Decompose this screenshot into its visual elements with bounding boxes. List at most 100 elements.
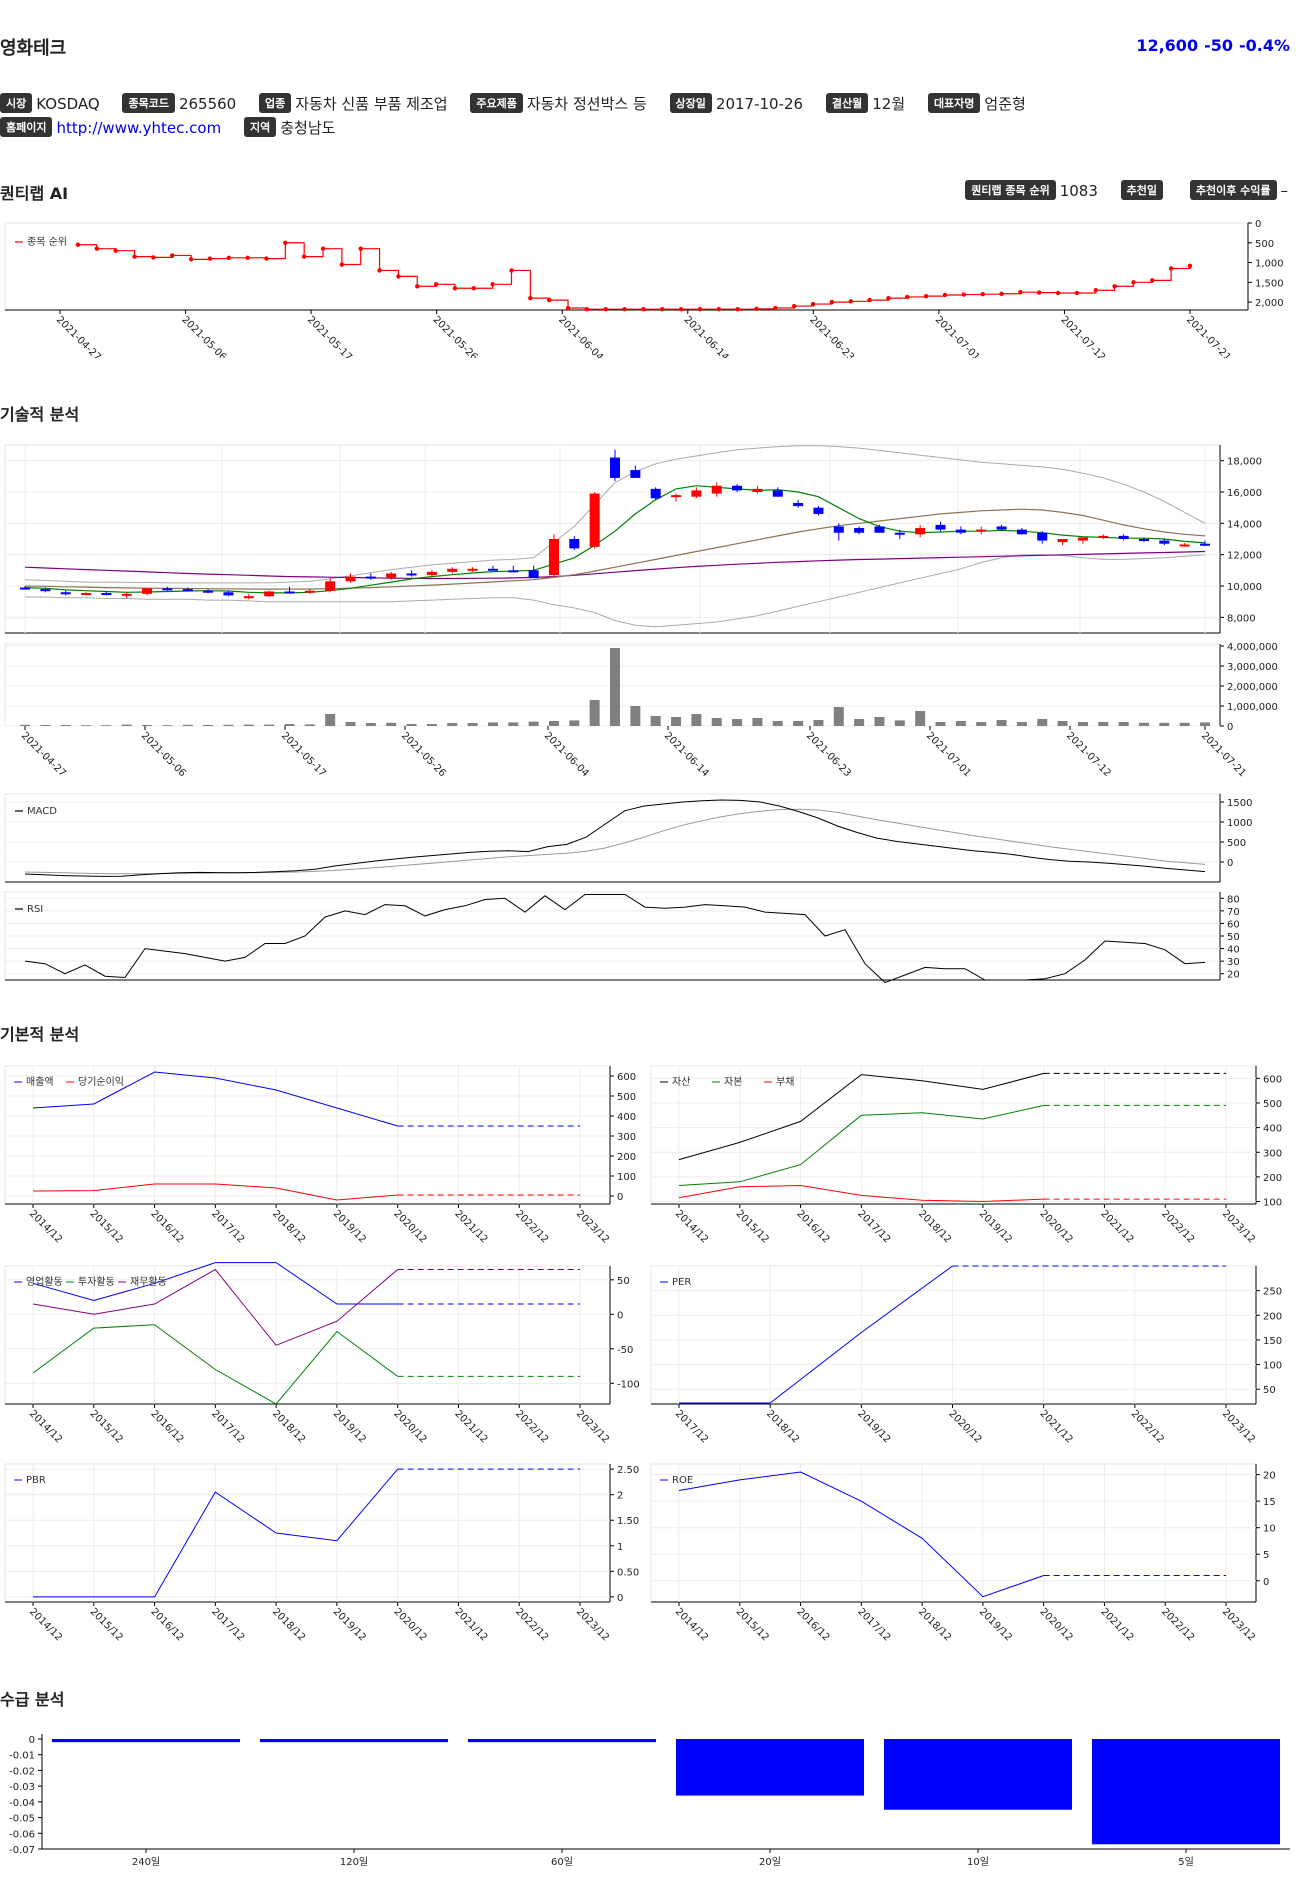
rank-point <box>603 307 608 312</box>
candle-body <box>772 490 783 497</box>
fund-pbr-tick-label-y: 0 <box>617 1593 623 1604</box>
fund-pbr-tick-label-y: 0.50 <box>617 1567 639 1578</box>
candle-body <box>508 570 519 573</box>
supply-tick-label-y: 0 <box>29 1735 35 1746</box>
rank-point <box>207 256 213 261</box>
homepage-link[interactable]: http://www.yhtec.com <box>56 118 222 137</box>
rank-point <box>886 295 891 301</box>
rank-tick-label-x: 2021-07-12 <box>1058 314 1107 358</box>
candle-body <box>935 524 946 530</box>
candle-body <box>874 526 885 533</box>
fund-per-tick-label-y: 50 <box>1263 1385 1276 1396</box>
fund-roe-tick-label-x: 2023/12 <box>1220 1606 1257 1643</box>
supply-tick-label-y: -0.02 <box>9 1766 35 1777</box>
fund-per-series-line <box>679 1265 953 1404</box>
fund-roe-tick-label-y: 10 <box>1263 1524 1276 1535</box>
rank-point <box>528 295 533 301</box>
volume-bar <box>447 723 458 726</box>
fund-sales-series-line <box>32 1183 398 1201</box>
rec-return-value: – <box>1280 181 1289 200</box>
stock-name: 영화테크 <box>0 38 67 59</box>
info-row-2: 홈페이지 http://www.yhtec.com 지역 충청남도 <box>0 116 353 138</box>
fund-pbr-tick-label-x: 2019/12 <box>331 1606 368 1643</box>
candle-body <box>589 493 600 547</box>
fund-chart-assets: 100 200 300 400 500 600 2014/12 2015/12 2016/12 2… <box>650 1065 1282 1245</box>
fund-cashflow-series-line <box>32 1262 398 1305</box>
fund-cashflow-series-line <box>32 1268 399 1346</box>
supply-tick-label-x: 20일 <box>759 1856 781 1868</box>
rank-tick-label-y: 1,000 <box>1255 259 1284 270</box>
supply-tick-label-x: 10일 <box>967 1856 989 1868</box>
candle-tick-label-y: 12,000 <box>1227 551 1262 562</box>
volume-tick-label-x: 2021-07-21 <box>1199 730 1248 779</box>
rsi-tick-label-y: 70 <box>1227 907 1240 918</box>
fund-assets-tick-label-y: 400 <box>1263 1124 1282 1135</box>
macd-tick-label-y: 1500 <box>1227 798 1252 809</box>
rank-tick-label-x: 2021-06-23 <box>807 314 856 358</box>
fund-sales-series-line <box>32 1071 398 1127</box>
volume-bar <box>243 724 254 726</box>
current-price: 12,600 <box>1136 36 1199 55</box>
rsi-tick-label-y: 20 <box>1227 970 1240 981</box>
fund-pbr-tick-label-y: 1 <box>617 1542 623 1553</box>
candle-body <box>630 470 641 478</box>
volume-bar <box>1159 722 1170 726</box>
candle-body <box>955 529 966 533</box>
rank-point <box>867 297 872 303</box>
candle-body <box>142 588 153 594</box>
volume-bar <box>426 724 437 726</box>
rank-point <box>829 299 835 305</box>
rank-point <box>339 262 345 267</box>
candle-body <box>40 589 51 592</box>
supply-bar <box>676 1739 864 1796</box>
volume-bar <box>223 724 234 726</box>
market-tag: 시장 <box>0 92 33 113</box>
rank-tick-label-x: 2021-07-21 <box>1184 314 1233 358</box>
volume-bar <box>284 724 295 726</box>
candle-body <box>691 490 702 497</box>
volume-bar <box>569 720 580 726</box>
rsi-line <box>24 894 1206 984</box>
rank-point <box>377 268 382 273</box>
candle-body <box>284 591 295 594</box>
fund-per-tick-label-y: 100 <box>1263 1361 1282 1372</box>
fund-assets-tick-label-x: 2020/12 <box>1038 1208 1075 1245</box>
section-technical-title: 기술적 분석 <box>0 405 80 424</box>
volume-tick-label-x: 2021-05-17 <box>279 730 328 779</box>
fund-cashflow-tick-label-x: 2022/12 <box>513 1408 550 1445</box>
fund-assets-tick-label-x: 2018/12 <box>916 1208 953 1245</box>
rank-point <box>905 294 910 300</box>
bollinger-upper-line <box>24 445 1206 584</box>
fund-cashflow-legend-label: 영업활동 <box>26 1275 63 1288</box>
candle-body <box>406 573 417 576</box>
fund-roe-tick-label-x: 2015/12 <box>734 1606 771 1643</box>
candle-body <box>60 592 71 595</box>
rank-point <box>1150 278 1155 283</box>
fund-pbr-tick-label-y: 2.50 <box>617 1465 639 1476</box>
fund-per-frame <box>650 1265 1257 1405</box>
fund-cashflow-tick-label-x: 2016/12 <box>148 1408 185 1445</box>
macd-frame <box>4 793 1221 883</box>
rank-point <box>396 274 401 279</box>
rsi-tick-label-y: 40 <box>1227 945 1240 956</box>
volume-tick-label-x: 2021-04-27 <box>19 730 68 779</box>
rank-point <box>1112 284 1117 289</box>
fund-pbr-legend-label: PBR <box>26 1475 46 1486</box>
fund-per-tick-label-y: 150 <box>1263 1336 1282 1347</box>
fund-cashflow-tick-label-y: -100 <box>617 1379 640 1390</box>
fund-roe-tick-label-x: 2014/12 <box>673 1606 710 1643</box>
rank-point <box>565 305 571 311</box>
rank-point <box>660 307 665 312</box>
fund-per-legend-label: PER <box>672 1277 691 1288</box>
fund-assets-tick-label-x: 2017/12 <box>855 1208 892 1245</box>
volume-bar <box>996 720 1007 726</box>
rank-value: 1083 <box>1059 182 1098 200</box>
fund-per-tick-label-x: 2022/12 <box>1129 1408 1166 1445</box>
fund-roe-tick-label-x: 2022/12 <box>1159 1606 1196 1643</box>
ma5-line <box>24 485 1206 594</box>
rec-date-tag: 추천일 <box>1120 180 1164 200</box>
fund-cashflow-tick-label-x: 2019/12 <box>331 1408 368 1445</box>
fund-assets-tick-label-x: 2014/12 <box>673 1208 710 1245</box>
fund-cashflow-tick-label-x: 2017/12 <box>209 1408 246 1445</box>
